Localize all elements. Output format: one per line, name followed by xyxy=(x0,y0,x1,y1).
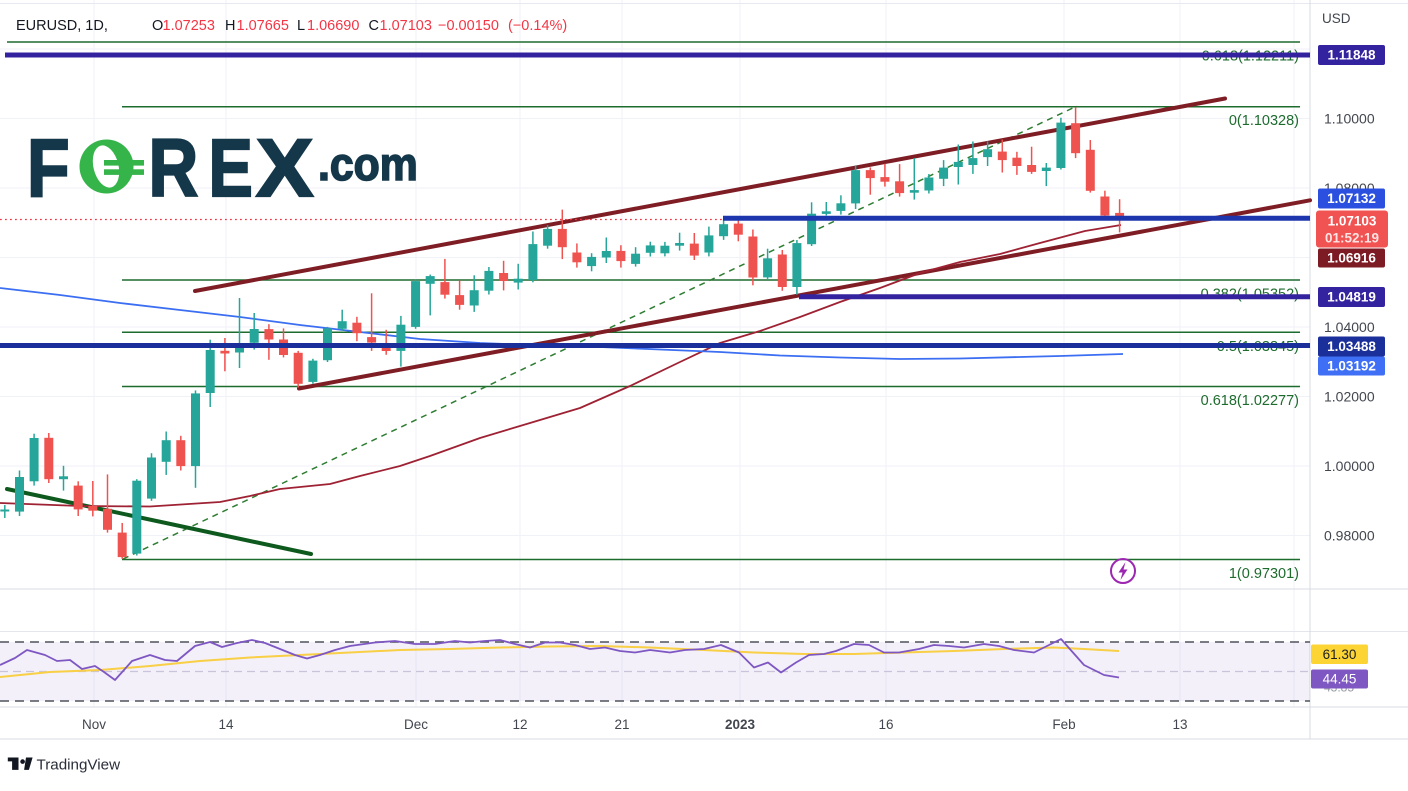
svg-text:TradingView: TradingView xyxy=(37,757,121,774)
svg-text:13: 13 xyxy=(1172,717,1187,732)
svg-text:EURUSD, 1D,: EURUSD, 1D, xyxy=(16,18,108,34)
svg-text:O: O xyxy=(152,18,163,34)
svg-text:61.30: 61.30 xyxy=(1323,647,1357,662)
svg-text:1.06916: 1.06916 xyxy=(1327,251,1376,266)
svg-text:−0.00150: −0.00150 xyxy=(438,18,499,34)
svg-text:0.618(1.02277): 0.618(1.02277) xyxy=(1201,393,1299,409)
svg-text:2023: 2023 xyxy=(725,717,756,732)
svg-text:Dec: Dec xyxy=(404,717,428,732)
svg-text:1.07665: 1.07665 xyxy=(237,18,289,34)
svg-text:L: L xyxy=(297,18,305,34)
svg-text:21: 21 xyxy=(614,717,629,732)
svg-text:X: X xyxy=(256,122,313,214)
svg-text:44.45: 44.45 xyxy=(1323,672,1357,687)
svg-text:0(1.10328): 0(1.10328) xyxy=(1229,113,1299,129)
svg-text:C: C xyxy=(369,18,379,34)
svg-text:(−0.14%): (−0.14%) xyxy=(508,18,567,34)
svg-text:1.07103: 1.07103 xyxy=(1328,214,1377,229)
svg-text:01:52:19: 01:52:19 xyxy=(1325,231,1379,246)
svg-text:1(0.97301): 1(0.97301) xyxy=(1229,566,1299,582)
svg-text:0.98000: 0.98000 xyxy=(1324,527,1375,543)
svg-text:1.04819: 1.04819 xyxy=(1327,290,1376,305)
svg-text:.com: .com xyxy=(318,140,418,191)
svg-text:USD: USD xyxy=(1322,11,1351,26)
svg-text:1.03488: 1.03488 xyxy=(1327,339,1376,354)
svg-text:F: F xyxy=(27,123,70,215)
svg-text:16: 16 xyxy=(878,717,893,732)
svg-text:1.07253: 1.07253 xyxy=(163,18,215,34)
svg-text:H: H xyxy=(225,18,235,34)
svg-text:E: E xyxy=(209,121,253,213)
svg-text:1.03192: 1.03192 xyxy=(1327,359,1376,374)
svg-text:1.07103: 1.07103 xyxy=(380,18,432,34)
svg-text:Nov: Nov xyxy=(82,717,106,732)
svg-text:14: 14 xyxy=(218,717,234,732)
svg-text:1.11848: 1.11848 xyxy=(1327,48,1376,63)
svg-text:1.04000: 1.04000 xyxy=(1324,319,1375,335)
svg-text:12: 12 xyxy=(512,717,527,732)
svg-text:1.07132: 1.07132 xyxy=(1327,191,1376,206)
svg-text:1.02000: 1.02000 xyxy=(1324,388,1375,404)
svg-text:Feb: Feb xyxy=(1052,717,1075,732)
svg-text:1.06690: 1.06690 xyxy=(307,18,359,34)
svg-text:R: R xyxy=(149,122,199,214)
svg-text:1.10000: 1.10000 xyxy=(1324,110,1375,126)
svg-text:1.00000: 1.00000 xyxy=(1324,458,1375,474)
